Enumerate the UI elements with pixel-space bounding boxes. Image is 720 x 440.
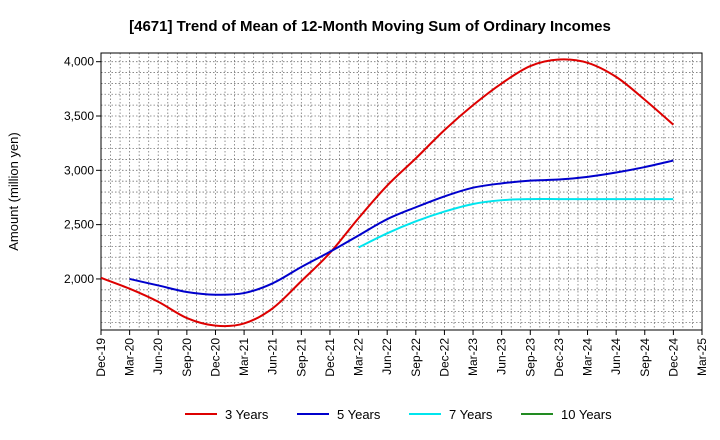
x-tick-label: Sep-21	[294, 338, 308, 377]
x-tick-label: Sep-24	[638, 338, 652, 377]
legend-label-5-years: 5 Years	[337, 407, 381, 422]
y-tick-label: 4,000	[64, 55, 94, 69]
series-line-7-years	[358, 198, 674, 249]
x-tick-label: Mar-25	[695, 338, 709, 376]
y-tick-label: 3,000	[64, 163, 94, 177]
x-tick-label: Dec-20	[208, 338, 222, 377]
y-axis-label: Amount (million yen)	[6, 132, 21, 251]
legend-label-7-years: 7 Years	[449, 407, 493, 422]
x-tick-label: Jun-20	[151, 338, 165, 375]
plot-area-frame	[100, 52, 703, 331]
x-tick-label: Mar-23	[466, 338, 480, 376]
y-tick-label: 3,500	[64, 109, 94, 123]
grid	[101, 53, 702, 330]
x-tick-label: Mar-22	[352, 338, 366, 376]
x-tick-label: Jun-22	[380, 338, 394, 375]
x-tick-label: Sep-22	[409, 338, 423, 377]
x-tick-label: Dec-23	[552, 338, 566, 377]
legend-label-10-years: 10 Years	[561, 407, 612, 422]
x-tick-label: Sep-20	[180, 338, 194, 377]
x-tick-label: Dec-22	[437, 338, 451, 377]
x-tick-label: Mar-21	[237, 338, 251, 376]
x-tick-label: Dec-21	[323, 338, 337, 377]
x-tick-label: Mar-20	[123, 338, 137, 376]
series-line-5-years	[129, 159, 674, 296]
x-tick-label: Jun-23	[495, 338, 509, 375]
x-tick-label: Sep-23	[523, 338, 537, 377]
x-tick-label: Mar-24	[581, 338, 595, 376]
x-axis-ticks: Dec-19 Mar-20 Jun-20 Sep-20 Dec-20 Mar-21 Jun-…	[94, 330, 709, 377]
legend-label-3-years: 3 Years	[225, 407, 269, 422]
y-tick-label: 2,000	[64, 272, 94, 286]
y-axis-ticks: 2,000 2,500 3,000 3,500 4,000	[64, 55, 101, 286]
x-tick-label: Jun-21	[266, 338, 280, 375]
series-line-3-years	[100, 58, 675, 328]
y-tick-label: 2,500	[64, 218, 94, 232]
legend: 3 Years 5 Years 7 Years 10 Years	[185, 407, 612, 422]
x-tick-label: Dec-19	[94, 338, 108, 377]
x-tick-label: Dec-24	[666, 338, 680, 377]
chart-title: [4671] Trend of Mean of 12-Month Moving …	[129, 18, 611, 35]
x-tick-label: Jun-24	[609, 338, 623, 375]
series-lines	[100, 58, 675, 328]
